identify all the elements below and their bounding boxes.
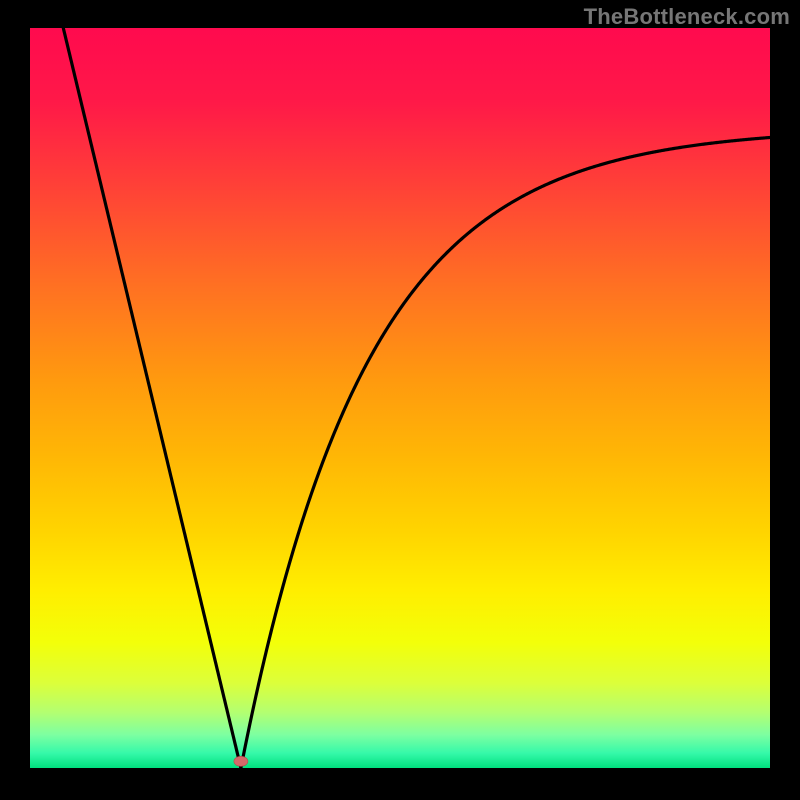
plot-svg — [30, 28, 770, 768]
minimum-marker — [234, 756, 248, 766]
chart-frame: TheBottleneck.com — [0, 0, 800, 800]
gradient-background — [30, 28, 770, 768]
attribution-text: TheBottleneck.com — [584, 4, 790, 30]
plot-area — [30, 28, 770, 768]
